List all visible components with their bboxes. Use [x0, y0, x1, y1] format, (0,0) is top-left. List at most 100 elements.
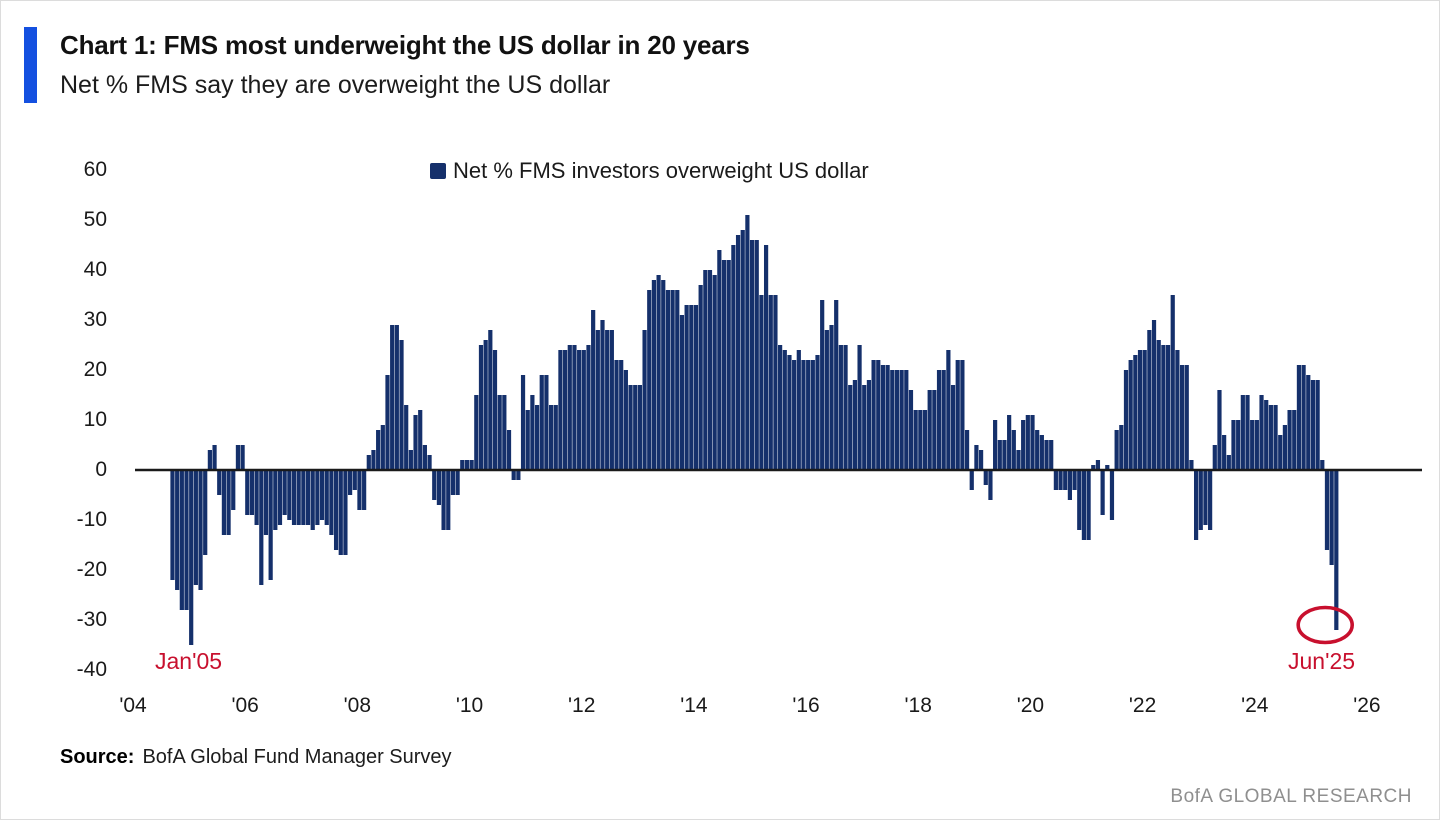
- bar-month: [675, 290, 680, 470]
- bar-month: [539, 375, 544, 470]
- bar-month: [787, 355, 792, 470]
- bar-month: [291, 470, 297, 525]
- bar-month: [348, 470, 353, 495]
- bar-month: [1011, 430, 1016, 470]
- bar-month: [637, 385, 642, 470]
- bar-month: [988, 470, 993, 500]
- bar-month: [1231, 420, 1236, 470]
- bar-month: [745, 215, 750, 470]
- bar-month: [806, 360, 811, 470]
- bar-month: [726, 260, 731, 470]
- bar-month: [1217, 390, 1222, 470]
- bar-month: [1002, 440, 1007, 470]
- bar-month: [184, 470, 189, 610]
- bar-month: [1278, 435, 1283, 470]
- bar-month: [969, 470, 974, 490]
- bar-month: [1194, 470, 1199, 540]
- bar-month: [1310, 380, 1316, 470]
- bar-month: [904, 370, 909, 470]
- bar-month: [890, 370, 895, 470]
- bar-month: [1105, 465, 1110, 470]
- bar-month: [763, 245, 769, 470]
- bar-month: [1329, 470, 1334, 565]
- bar-month: [1315, 380, 1320, 470]
- bar-month: [577, 350, 582, 470]
- bar-month: [319, 470, 325, 520]
- bar-month: [1067, 470, 1072, 500]
- bar-month: [277, 470, 283, 525]
- bar-month: [679, 315, 685, 470]
- bar-month: [1287, 410, 1292, 470]
- bar-month: [1226, 455, 1231, 470]
- bar-month: [857, 345, 862, 470]
- bar-month: [315, 470, 320, 525]
- bar-month: [633, 385, 638, 470]
- bar-month: [740, 230, 745, 470]
- x-tick-label: '12: [568, 694, 596, 717]
- bar-month: [1296, 365, 1302, 470]
- x-tick-label: '10: [455, 694, 484, 717]
- x-tick-label: '16: [792, 694, 820, 717]
- bar-month: [329, 470, 334, 535]
- x-tick-label: '24: [1241, 694, 1269, 717]
- bar-month: [1016, 450, 1021, 470]
- bar-month: [203, 470, 208, 555]
- bar-month: [1236, 420, 1241, 470]
- bar-month: [684, 305, 689, 470]
- bar-month: [801, 360, 806, 470]
- x-tick-label: '04: [119, 694, 147, 717]
- bar-month: [212, 445, 217, 470]
- bar-month: [460, 460, 465, 470]
- bar-month: [441, 470, 446, 530]
- bar-month: [964, 430, 970, 470]
- bar-month: [773, 295, 778, 470]
- bar-month: [647, 290, 652, 470]
- bar-month: [852, 380, 857, 470]
- bar-month: [1133, 355, 1138, 470]
- bar-month: [993, 420, 998, 470]
- bar-month: [240, 445, 245, 470]
- bar-month: [231, 470, 236, 510]
- bar-month: [782, 350, 787, 470]
- x-tick-label: '18: [904, 694, 932, 717]
- bar-month: [1324, 470, 1330, 550]
- bar-month: [249, 470, 255, 515]
- bar-month: [333, 470, 339, 550]
- bar-month: [670, 290, 675, 470]
- bar-month: [198, 470, 203, 590]
- bar-month: [525, 410, 530, 470]
- bar-month: [226, 470, 231, 535]
- bar-month: [651, 280, 657, 470]
- bar-month: [1264, 400, 1269, 470]
- bar-month: [689, 305, 694, 470]
- bar-month: [338, 470, 343, 555]
- bar-month: [422, 445, 427, 470]
- source-text: BofA Global Fund Manager Survey: [142, 746, 452, 768]
- bar-month: [918, 410, 923, 470]
- bar-month: [464, 460, 470, 470]
- bar-month: [1095, 460, 1101, 470]
- bar-month: [469, 460, 474, 470]
- bar-month: [586, 345, 591, 470]
- bar-month: [394, 325, 399, 470]
- bar-month: [352, 470, 357, 490]
- bar-month: [1030, 415, 1035, 470]
- bar-month: [829, 325, 834, 470]
- bar-month: [310, 470, 315, 530]
- bar-month: [1123, 370, 1129, 470]
- bar-month: [179, 470, 184, 610]
- bar-month: [619, 360, 624, 470]
- highlight-circle-jun25: [1296, 605, 1354, 645]
- bar-month: [520, 375, 526, 470]
- bar-month: [600, 320, 605, 470]
- bar-month: [623, 370, 628, 470]
- source-label: Source:: [60, 746, 135, 768]
- bar-month: [871, 360, 876, 470]
- bar-month: [1175, 350, 1180, 470]
- bar-month: [1128, 360, 1133, 470]
- bar-month: [558, 350, 563, 470]
- bar-month: [815, 355, 820, 470]
- bar-month: [408, 450, 413, 470]
- bar-month: [436, 470, 442, 505]
- bar-month: [1282, 425, 1287, 470]
